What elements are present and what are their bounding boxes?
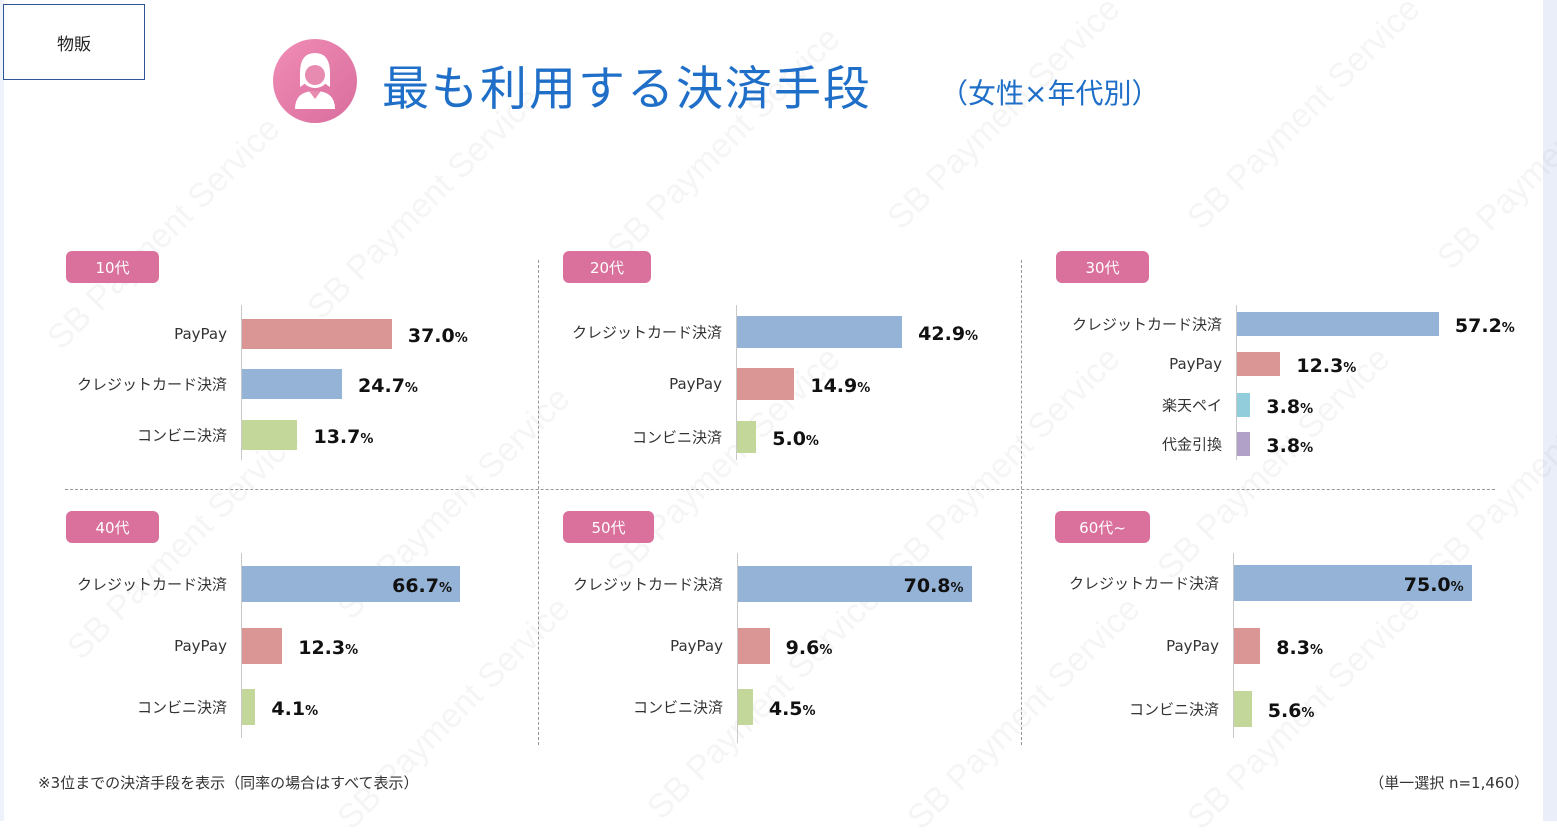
age-badge: 20代	[563, 251, 651, 283]
watermark-text: SB Payment Service	[1430, 30, 1557, 277]
watermark-text: SB Payment Service	[1420, 340, 1557, 587]
category-label: コンビニ決済	[631, 428, 722, 447]
frame-right	[1543, 0, 1557, 821]
bar	[737, 421, 757, 453]
page-subtitle: （女性×年代別）	[940, 77, 1160, 110]
watermark-text: SB Payment Service	[1180, 0, 1428, 237]
category-label: クレジットカード決済	[1068, 574, 1219, 593]
value-label: 8.3%	[1276, 637, 1323, 659]
value-label: 3.8%	[1266, 435, 1314, 457]
chart-axis	[1236, 305, 1237, 460]
value-label: 14.9%	[810, 375, 871, 397]
horizontal-divider	[65, 489, 1495, 490]
value-label: 12.3%	[1296, 355, 1357, 377]
value-label: 75.0%	[1403, 574, 1464, 596]
chart-axis	[736, 305, 737, 460]
category-label: クレジットカード決済	[1071, 315, 1222, 334]
bar	[1234, 565, 1472, 601]
value-label: 13.7%	[313, 426, 374, 448]
bar	[1237, 352, 1281, 376]
value-label: 42.9%	[918, 323, 979, 345]
footnote: ※3位までの決済手段を表示（同率の場合はすべて表示）	[38, 774, 419, 792]
bar	[242, 566, 461, 602]
value-label: 70.8%	[903, 575, 964, 597]
bar	[738, 689, 753, 725]
bar	[242, 628, 283, 664]
bar	[242, 420, 298, 450]
value-label: 66.7%	[392, 575, 453, 597]
category-label: クレジットカード決済	[76, 375, 227, 394]
category-label: PayPay	[1166, 637, 1219, 655]
bar	[738, 566, 972, 602]
value-label: 3.8%	[1266, 396, 1314, 418]
category-label: コンビニ決済	[632, 698, 723, 717]
category-tag: 物販	[3, 4, 145, 80]
age-badge: 50代	[563, 511, 654, 543]
category-label: PayPay	[670, 637, 723, 655]
category-label: PayPay	[669, 375, 722, 393]
value-label: 5.0%	[772, 428, 819, 450]
category-label: クレジットカード決済	[572, 575, 723, 594]
category-label: 楽天ペイ	[1161, 396, 1222, 415]
category-label: クレジットカード決済	[571, 323, 722, 342]
age-badge: 60代~	[1055, 511, 1150, 543]
bar	[737, 316, 903, 348]
watermark-text: SB Payment Service	[880, 339, 1128, 587]
vertical-divider	[538, 260, 539, 745]
category-label: PayPay	[1169, 355, 1222, 373]
chart-axis	[241, 305, 242, 460]
woman-icon	[273, 39, 357, 123]
age-badge: 10代	[66, 251, 159, 283]
bar	[242, 369, 343, 399]
value-label: 4.5%	[768, 698, 816, 720]
frame-left	[0, 0, 4, 821]
category-label: PayPay	[174, 325, 227, 343]
category-label: PayPay	[174, 637, 227, 655]
chart-axis	[737, 553, 738, 743]
bar	[1237, 393, 1251, 417]
value-label: 37.0%	[407, 325, 468, 347]
bar	[1234, 628, 1261, 664]
value-label: 24.7%	[358, 375, 418, 397]
value-label: 57.2%	[1454, 315, 1515, 337]
value-label: 12.3%	[298, 637, 359, 659]
value-label: 4.1%	[271, 698, 319, 720]
bar	[738, 628, 770, 664]
category-label: コンビニ決済	[1128, 700, 1219, 719]
bar	[242, 689, 256, 725]
category-label: コンビニ決済	[136, 426, 227, 445]
watermark-text: SB Payment Service	[880, 0, 1128, 237]
sample-size-note: （単一選択 n=1,460）	[1369, 774, 1529, 792]
age-badge: 40代	[66, 511, 159, 543]
bar	[1237, 312, 1439, 336]
chart-axis	[1233, 553, 1234, 738]
bar	[1234, 691, 1252, 727]
category-label: 代金引換	[1161, 435, 1222, 454]
page-title: 最も利用する決済手段	[382, 62, 872, 117]
category-label: コンビニ決済	[136, 698, 227, 717]
age-badge: 30代	[1056, 251, 1149, 283]
bar	[242, 319, 392, 349]
category-label: クレジットカード決済	[76, 575, 227, 594]
vertical-divider	[1021, 260, 1022, 745]
bar	[737, 368, 795, 400]
watermark-text: SB Payment Service	[1150, 339, 1398, 587]
chart-axis	[241, 553, 242, 738]
value-label: 9.6%	[785, 637, 833, 659]
value-label: 5.6%	[1267, 700, 1315, 722]
bar	[1237, 432, 1251, 456]
